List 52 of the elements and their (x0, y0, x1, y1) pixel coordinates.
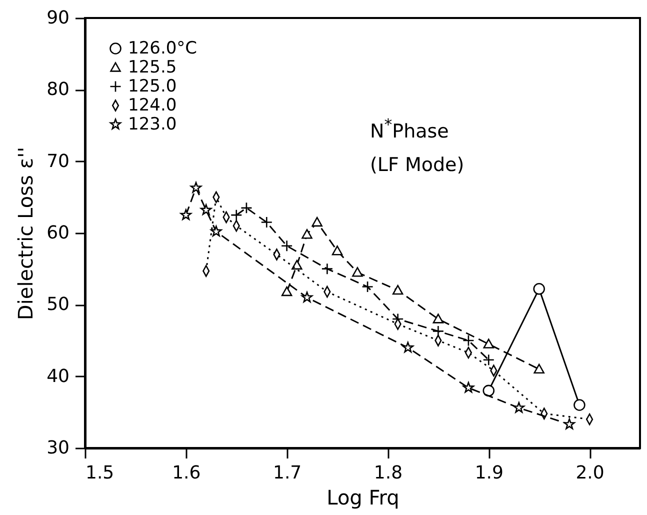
x-tick-label: 1.8 (374, 462, 403, 484)
legend-label: 124.0 (128, 96, 177, 116)
point (200, 204, 212, 215)
point (362, 280, 374, 293)
point (533, 283, 545, 295)
point (482, 354, 495, 366)
x-tick-label: 2.0 (576, 462, 604, 484)
annotation: N$^{*}$Phase (370, 114, 450, 144)
y-tick-label: 30 (46, 438, 70, 458)
point (462, 382, 474, 393)
y-tick-label: 90 (46, 8, 70, 28)
x-tick-label: 1.5 (86, 462, 114, 484)
point (292, 260, 302, 270)
point (230, 209, 242, 221)
point (321, 262, 334, 275)
point (260, 216, 273, 228)
point (483, 338, 494, 348)
point (534, 364, 544, 374)
annotation: (LF Mode) (370, 153, 464, 178)
y-tick-label: 80 (46, 79, 70, 100)
x-tick-label: 1.6 (172, 462, 201, 484)
legend-label: 125.5 (128, 58, 177, 78)
point (301, 292, 313, 302)
point (402, 342, 414, 353)
point (280, 240, 293, 252)
x-tick-label: 1.7 (273, 462, 302, 484)
point (240, 202, 252, 214)
point (281, 286, 292, 296)
x-tick-label: 1.9 (474, 462, 504, 484)
legend-label: 123.0 (128, 114, 177, 134)
point (302, 229, 312, 239)
point (462, 334, 474, 346)
point (352, 267, 363, 277)
y-tick-label: 40 (46, 366, 70, 387)
point (180, 209, 192, 220)
point (332, 246, 343, 256)
legend-label: 126.0°C (128, 38, 198, 58)
y-tick-label: 50 (46, 294, 70, 316)
point (312, 216, 322, 227)
y-tick-label: 60 (46, 222, 70, 244)
point (392, 284, 404, 295)
x-axis-title: Log Frq (326, 486, 400, 510)
point (482, 384, 495, 397)
point (190, 182, 202, 193)
point (564, 418, 575, 430)
y-tick-label: 70 (46, 150, 70, 172)
point (210, 226, 222, 236)
point (432, 314, 444, 324)
y-axis-title: Dielectric Loss ε'' (14, 146, 38, 320)
legend-label: 125.0 (128, 76, 177, 96)
point (513, 402, 525, 413)
point (574, 399, 586, 411)
